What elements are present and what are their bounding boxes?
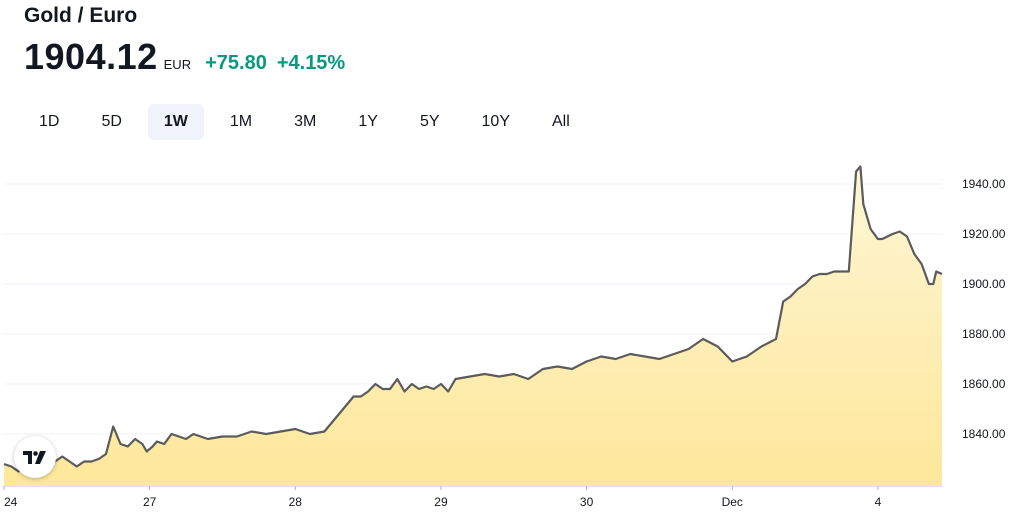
y-tick-label: 1840.00 (962, 427, 1006, 441)
range-selector: 1D 5D 1W 1M 3M 1Y 5Y 10Y All (23, 104, 596, 140)
price-line (3, 165, 943, 473)
price-row: 1904.12 EUR +75.80 +4.15% (24, 36, 345, 78)
range-button-3m[interactable]: 3M (294, 113, 317, 130)
x-tick-label: 4 (875, 495, 882, 509)
y-tick-label: 1920.00 (962, 227, 1006, 241)
currency-code: EUR (163, 57, 192, 72)
range-button-5y[interactable]: 5Y (419, 113, 440, 130)
price-change-percent: +4.15% (276, 52, 346, 74)
symbol-title: Gold / Euro (24, 4, 138, 27)
y-tick-label: 1940.00 (962, 177, 1006, 191)
x-tick-label: 29 (434, 495, 448, 509)
range-button-1d[interactable]: 1D (39, 113, 60, 130)
range-button-1m[interactable]: 1M (229, 113, 253, 130)
last-price: 1904.12 (24, 36, 158, 77)
x-tick-label: 24 (4, 495, 18, 509)
x-tick-label: 27 (143, 495, 157, 509)
y-tick-label: 1880.00 (962, 327, 1006, 341)
range-button-10y[interactable]: 10Y (481, 113, 510, 130)
x-tick-label: 28 (289, 495, 303, 509)
range-button-5d[interactable]: 5D (101, 113, 122, 130)
range-button-1y[interactable]: 1Y (358, 113, 378, 130)
price-change: +75.80 (205, 52, 267, 74)
y-tick-label: 1860.00 (962, 377, 1006, 391)
price-area (4, 166, 942, 486)
y-tick-label: 1900.00 (962, 277, 1006, 291)
tradingview-logo[interactable] (14, 436, 56, 478)
range-button-all[interactable]: All (552, 113, 570, 130)
tradingview-logo-icon (23, 451, 46, 464)
symbol-header: Gold / Euro 1904.12 EUR +75.80 +4.15% (24, 0, 345, 78)
price-chart[interactable]: 1840.00 1860.00 1880.00 1900.00 1920.00 1940.… (0, 150, 1024, 517)
x-tick-label: 30 (580, 495, 594, 509)
x-tick-label: Dec (722, 495, 743, 509)
range-button-1w[interactable]: 1W (147, 104, 204, 140)
